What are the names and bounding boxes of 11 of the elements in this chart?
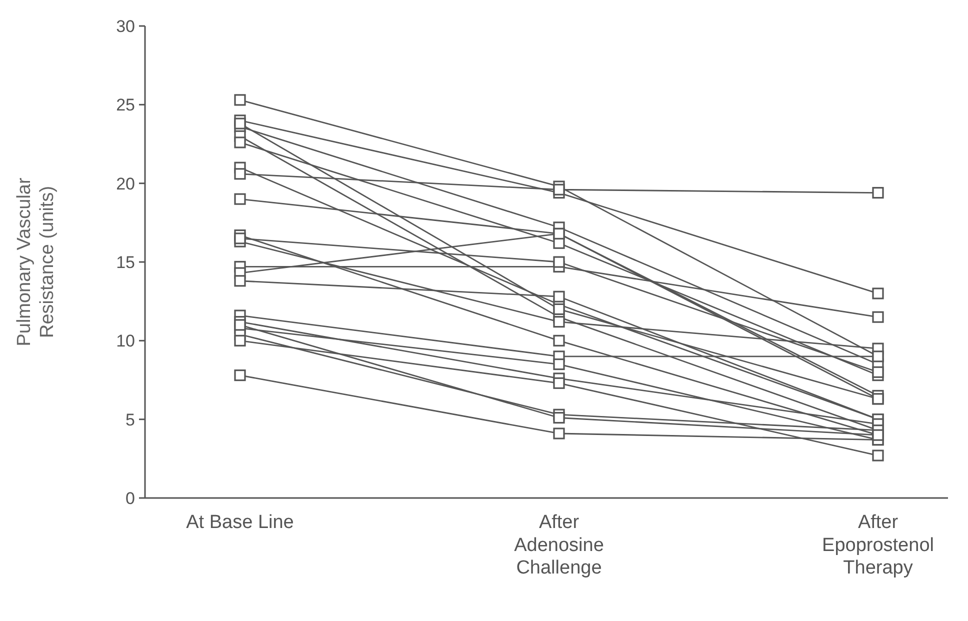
y-tick-label: 15 — [116, 252, 135, 272]
y-tick-label: 0 — [126, 488, 135, 508]
y-tick-label: 10 — [116, 332, 135, 351]
y-tick-label: 5 — [126, 410, 135, 430]
x-tick-label: At Base Line — [186, 512, 294, 533]
x-tick-label: After Epoprostenol Therapy — [822, 512, 934, 579]
y-tick-label: 25 — [116, 96, 135, 115]
y-tick-label: 30 — [116, 16, 135, 36]
y-axis-title: Pulmonary Vascular Resistance (units) — [14, 177, 58, 346]
x-tick-label: After Adenosine Challenge — [514, 512, 604, 579]
y-tick-label: 20 — [116, 174, 135, 194]
